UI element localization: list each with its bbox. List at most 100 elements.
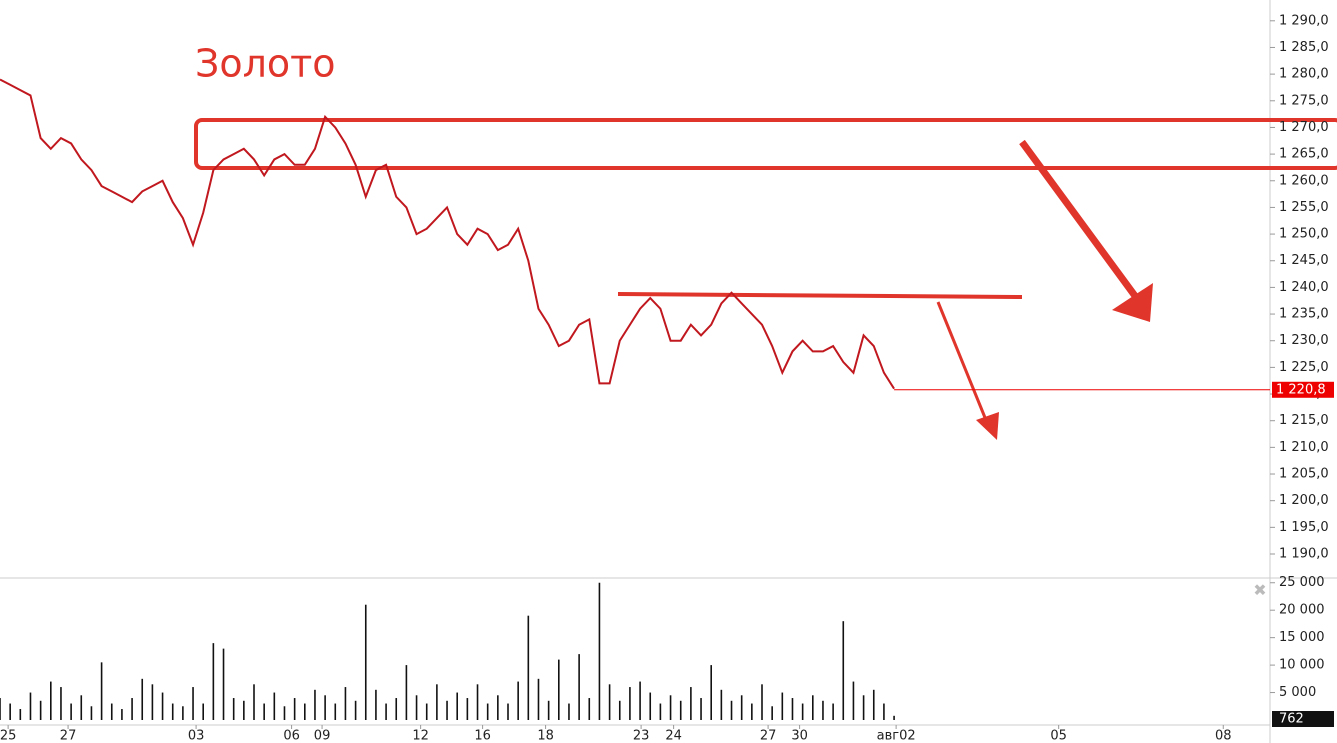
volume-bar <box>558 659 560 720</box>
volume-bar <box>852 681 855 720</box>
volume-bar <box>527 615 530 720</box>
volume-bar <box>324 695 326 720</box>
x-tick-label: 25 <box>0 729 16 743</box>
volume-bar <box>883 703 885 720</box>
volume-bar <box>690 687 692 720</box>
volume-bar <box>649 692 652 720</box>
x-tick-label: 18 <box>537 729 554 743</box>
y-tick-label: 1 245,0 <box>1279 253 1329 268</box>
y-tick-label: 1 235,0 <box>1279 307 1329 322</box>
y-tick-label: 1 265,0 <box>1279 147 1329 162</box>
volume-bar <box>466 698 469 720</box>
x-tick-label: 06 <box>283 729 300 743</box>
volume-bar <box>872 689 875 720</box>
volume-bar <box>60 687 62 720</box>
y-tick-label: 1 260,0 <box>1279 173 1329 188</box>
volume-bar <box>395 698 398 720</box>
volume-bar <box>679 700 682 720</box>
volume-bar <box>0 698 1 720</box>
volume-bar <box>415 695 418 720</box>
volume-bar <box>212 643 215 720</box>
volume-bar <box>263 703 265 720</box>
volume-bar <box>629 687 631 720</box>
volume-bar <box>243 700 245 720</box>
volume-bar <box>588 698 591 720</box>
last-price-label: 1 220,8 <box>1276 382 1326 397</box>
volume-bar <box>405 665 408 720</box>
x-tick-label: 30 <box>791 729 808 743</box>
volume-bar <box>50 681 52 720</box>
volume-bar <box>639 681 641 720</box>
y-tick-label: 1 225,0 <box>1279 360 1329 375</box>
volume-bar <box>791 698 794 720</box>
x-tick-label: 27 <box>60 729 77 743</box>
y-tick-label: 1 255,0 <box>1279 200 1329 215</box>
x-tick-label: 08 <box>1215 729 1232 743</box>
close-icon[interactable]: ✖ <box>1253 581 1266 600</box>
volume-bar <box>781 692 784 720</box>
volume-bar <box>598 582 601 720</box>
arrow-head <box>1112 283 1153 322</box>
y-tick-label: 1 280,0 <box>1279 67 1329 82</box>
volume-bar <box>659 703 662 720</box>
volume-bar <box>568 703 570 720</box>
resistance-zone <box>194 118 1337 170</box>
volume-bar <box>131 698 133 720</box>
y-tick-label: 1 205,0 <box>1279 467 1329 482</box>
volume-bar <box>456 692 458 720</box>
x-tick-label: 09 <box>314 729 331 743</box>
x-tick-label: 23 <box>633 729 650 743</box>
volume-bar <box>893 715 895 720</box>
y-tick-label: 1 230,0 <box>1279 333 1329 348</box>
arrow-shaft <box>1019 139 1141 303</box>
x-tick-label: 27 <box>760 729 777 743</box>
volume-bar <box>70 703 72 720</box>
last-volume-badge <box>1272 711 1334 727</box>
y-tick-label: 10 000 <box>1279 658 1325 673</box>
volume-bar <box>669 695 672 720</box>
y-tick-label: 1 200,0 <box>1279 493 1329 508</box>
y-tick-label: 15 000 <box>1279 630 1325 645</box>
volume-bar <box>761 684 763 720</box>
volume-bar <box>537 678 540 720</box>
y-tick-label: 1 240,0 <box>1279 280 1329 295</box>
volume-bar <box>232 698 235 720</box>
y-tick-label: 25 000 <box>1279 575 1325 590</box>
y-tick-label: 1 290,0 <box>1279 13 1329 28</box>
volume-bar <box>517 681 519 720</box>
x-tick-label: 12 <box>412 729 429 743</box>
x-tick-label: 05 <box>1050 729 1067 743</box>
volume-bar <box>862 695 865 720</box>
volume-bar <box>822 700 824 720</box>
y-tick-label: 5 000 <box>1279 685 1316 700</box>
volume-bar <box>273 692 276 720</box>
volume-bar <box>222 648 225 720</box>
volume-bar <box>751 703 753 720</box>
volume-bar <box>90 706 93 720</box>
volume-bar <box>121 709 123 720</box>
volume-bar <box>314 689 316 720</box>
volume-bar <box>141 678 144 720</box>
volume-bar <box>730 700 733 720</box>
volume-bar <box>334 703 337 720</box>
y-tick-label: 1 210,0 <box>1279 440 1329 455</box>
x-tick-label: 03 <box>188 729 205 743</box>
volume-bar <box>151 684 154 720</box>
volume-bar <box>110 703 113 720</box>
volume-bar <box>39 700 42 720</box>
volume-bar <box>710 665 712 720</box>
arrow-head <box>976 412 999 440</box>
price-line <box>0 78 895 390</box>
volume-bar <box>19 709 22 720</box>
volume-bar <box>161 692 164 720</box>
x-tick-label: 16 <box>474 729 491 743</box>
volume-bar <box>385 703 387 720</box>
volume-bar <box>182 706 184 720</box>
x-tick-label: авг02 <box>877 729 916 743</box>
volume-bar <box>202 703 204 720</box>
volume-bar <box>740 695 743 720</box>
volume-bar <box>476 684 479 720</box>
chart-title: Золото <box>195 42 336 86</box>
y-tick-label: 1 215,0 <box>1279 413 1329 428</box>
y-tick-label: 1 275,0 <box>1279 93 1329 108</box>
